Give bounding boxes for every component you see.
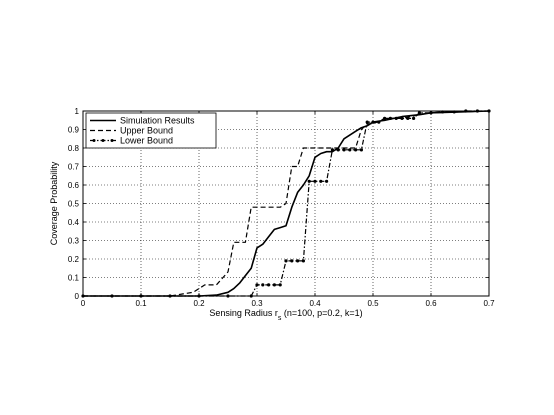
y-tick-label: 0.9 bbox=[68, 126, 80, 135]
x-axis-label-main: Sensing Radius r bbox=[209, 308, 278, 318]
data-point-lower-bound bbox=[354, 148, 358, 152]
x-tick-label: 0.2 bbox=[193, 299, 205, 308]
data-point-lower-bound bbox=[371, 120, 375, 124]
data-point-lower-bound bbox=[342, 148, 346, 152]
legend-label: Lower Bound bbox=[120, 136, 173, 146]
data-point-lower-bound bbox=[307, 179, 311, 183]
data-point-lower-bound bbox=[319, 179, 323, 183]
data-point-lower-bound bbox=[377, 120, 381, 124]
y-axis-label: Coverage Probability bbox=[49, 161, 59, 245]
data-point-lower-bound bbox=[267, 283, 271, 287]
x-tick-label: 0.1 bbox=[135, 299, 147, 308]
data-point-lower-bound bbox=[290, 259, 294, 263]
data-point-lower-bound bbox=[313, 179, 317, 183]
data-point-lower-bound bbox=[388, 116, 392, 120]
x-axis-label-subscript: s bbox=[278, 315, 282, 322]
data-point-lower-bound bbox=[359, 148, 363, 152]
data-point-lower-bound bbox=[255, 283, 259, 287]
data-point-lower-bound bbox=[336, 148, 340, 152]
y-tick-label: 0.1 bbox=[68, 274, 80, 283]
axis-ticks: 0 0.1 0.2 0.3 0.4 0.5 0.6 0.7 0 0.1 0.2 0.3 0.4 0.5 0.… bbox=[68, 107, 495, 308]
data-point-lower-bound bbox=[383, 116, 387, 120]
y-tick-label: 1 bbox=[75, 107, 80, 116]
y-tick-label: 0.2 bbox=[68, 255, 80, 264]
data-point-lower-bound bbox=[278, 283, 282, 287]
data-point-lower-bound bbox=[261, 283, 265, 287]
x-tick-label: 0.7 bbox=[483, 299, 495, 308]
data-point-lower-bound bbox=[348, 148, 352, 152]
x-tick-label: 0.4 bbox=[309, 299, 321, 308]
x-tick-label: 0 bbox=[81, 299, 86, 308]
y-tick-label: 0.6 bbox=[68, 181, 80, 190]
data-point-lower-bound bbox=[412, 116, 416, 120]
y-tick-label: 0.8 bbox=[68, 144, 80, 153]
legend-label: Simulation Results bbox=[120, 116, 195, 126]
data-point-lower-bound bbox=[365, 120, 369, 124]
legend-marker bbox=[101, 139, 105, 142]
y-tick-label: 0.4 bbox=[68, 218, 80, 227]
x-axis-label: Sensing Radius rs (n=100, p=0.2, k=1) bbox=[209, 308, 362, 322]
x-tick-label: 0.3 bbox=[251, 299, 263, 308]
y-tick-label: 0.3 bbox=[68, 237, 80, 246]
y-tick-label: 0 bbox=[75, 292, 80, 301]
series-line-lower-bound bbox=[83, 110, 489, 297]
data-point-lower-bound bbox=[272, 283, 276, 287]
legend-marker bbox=[92, 139, 96, 142]
legend-label: Upper Bound bbox=[120, 126, 173, 136]
data-point-lower-bound bbox=[400, 116, 404, 120]
x-tick-label: 0.5 bbox=[367, 299, 379, 308]
data-point-lower-bound bbox=[296, 259, 300, 263]
y-tick-label: 0.7 bbox=[68, 163, 80, 172]
data-point-lower-bound bbox=[417, 111, 421, 115]
x-tick-label: 0.6 bbox=[425, 299, 437, 308]
data-point-lower-bound bbox=[394, 116, 398, 120]
data-point-lower-bound bbox=[325, 179, 329, 183]
data-point-lower-bound bbox=[406, 116, 410, 120]
x-axis-label-suffix: (n=100, p=0.2, k=1) bbox=[281, 308, 362, 318]
legend-marker bbox=[110, 139, 114, 142]
data-point-lower-bound bbox=[330, 148, 334, 152]
data-point-lower-bound bbox=[301, 259, 305, 263]
data-point-lower-bound bbox=[284, 259, 288, 263]
y-tick-label: 0.5 bbox=[68, 200, 80, 209]
